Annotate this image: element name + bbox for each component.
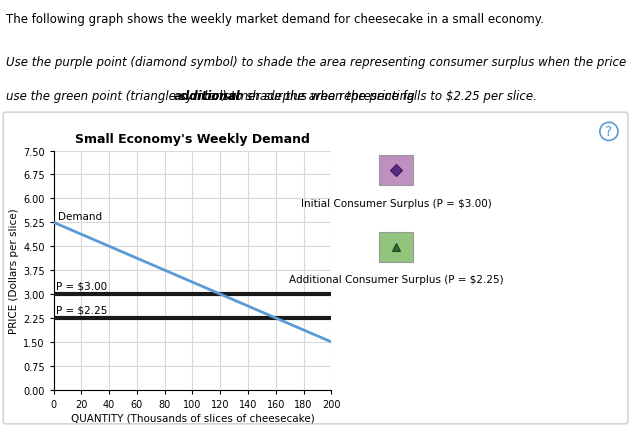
FancyBboxPatch shape bbox=[379, 232, 413, 262]
Text: ?: ? bbox=[605, 125, 613, 139]
Y-axis label: PRICE (Dollars per slice): PRICE (Dollars per slice) bbox=[9, 208, 19, 333]
Text: Additional Consumer Surplus (P = $2.25): Additional Consumer Surplus (P = $2.25) bbox=[288, 275, 504, 285]
X-axis label: QUANTITY (Thousands of slices of cheesecake): QUANTITY (Thousands of slices of cheesec… bbox=[71, 413, 314, 423]
Text: P = $2.25: P = $2.25 bbox=[56, 305, 108, 315]
Title: Small Economy's Weekly Demand: Small Economy's Weekly Demand bbox=[75, 133, 310, 146]
Text: additional: additional bbox=[174, 89, 240, 102]
Text: Initial Consumer Surplus (P = $3.00): Initial Consumer Surplus (P = $3.00) bbox=[300, 198, 492, 208]
Text: Demand: Demand bbox=[58, 211, 102, 222]
Text: consumer surplus when the price falls to $2.25 per slice.: consumer surplus when the price falls to… bbox=[198, 89, 537, 102]
Text: use the green point (triangle symbol) to shade the area representing: use the green point (triangle symbol) to… bbox=[6, 89, 419, 102]
Text: Use the purple point (diamond symbol) to shade the area representing consumer su: Use the purple point (diamond symbol) to… bbox=[6, 55, 631, 68]
Text: The following graph shows the weekly market demand for cheesecake in a small eco: The following graph shows the weekly mar… bbox=[6, 13, 544, 26]
FancyBboxPatch shape bbox=[379, 155, 413, 185]
Text: P = $3.00: P = $3.00 bbox=[56, 281, 107, 291]
